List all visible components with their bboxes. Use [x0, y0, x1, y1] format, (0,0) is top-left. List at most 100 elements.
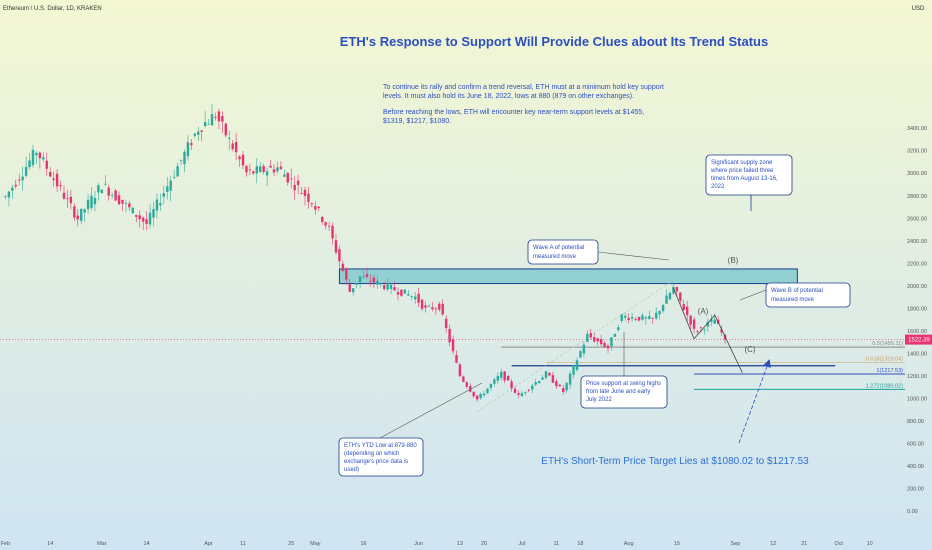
candle-body: [66, 198, 69, 200]
ytd-trend-line: [476, 282, 671, 413]
candle-body: [193, 133, 197, 136]
candle-body: [86, 199, 90, 210]
x-tick-label: 18: [577, 541, 583, 547]
y-tick-label: 2600.00: [907, 216, 927, 222]
candle-body: [386, 283, 389, 290]
candle-body: [234, 141, 238, 153]
candle-body: [455, 354, 458, 363]
candle-body: [238, 156, 241, 160]
candle-body: [307, 193, 310, 202]
y-tick-label: 1000.00: [907, 396, 927, 402]
candle-body: [558, 384, 561, 387]
candle-body: [582, 344, 586, 354]
candle-body: [207, 123, 210, 125]
candle-body: [379, 283, 382, 285]
y-tick-label: 1800.00: [907, 306, 927, 312]
candle-body: [73, 206, 76, 218]
ytd-callout-box: [338, 437, 424, 477]
candle-body: [48, 171, 52, 177]
current-price-tag-label: 1522.39: [908, 338, 930, 344]
candle-body: [610, 337, 613, 347]
candle-body: [541, 377, 544, 380]
candle-body: [407, 294, 410, 296]
candle-body: [55, 173, 59, 187]
candle-body: [630, 317, 634, 319]
candle-body: [682, 304, 685, 311]
candle-body: [448, 328, 451, 343]
candle-body: [83, 209, 86, 213]
wave-ab-line: [673, 287, 716, 340]
candle-body: [100, 189, 104, 194]
y-tick-label: 400.00: [907, 464, 924, 470]
candle-body: [685, 306, 689, 316]
wave-a-line-1: Wave A of potential: [533, 245, 584, 251]
x-tick-label: Aug: [624, 541, 634, 547]
candle-body: [548, 372, 551, 376]
candles: [4, 103, 727, 402]
x-tick-label: 20: [481, 541, 487, 547]
wave-a-callout-pointer: [597, 251, 670, 261]
candle-body: [593, 337, 596, 342]
candle-body: [355, 283, 358, 285]
candle-body: [458, 364, 462, 377]
candle-body: [413, 296, 417, 300]
candle-body: [293, 184, 296, 191]
candle-body: [159, 203, 162, 206]
candle-body: [272, 169, 276, 173]
candle-body: [331, 225, 334, 239]
candle-body: [572, 365, 575, 375]
candle-body: [520, 393, 524, 397]
candle-body: [276, 167, 279, 172]
ytd-line-2: (depending on which: [344, 451, 399, 457]
candle-body: [317, 206, 320, 209]
candle-body: [214, 116, 217, 118]
candle-body: [692, 319, 696, 329]
candle-body: [396, 292, 400, 295]
x-tick-label: 11: [553, 541, 559, 547]
candle-body: [627, 318, 630, 321]
x-tick-label: Mar: [97, 541, 107, 547]
candle-body: [496, 376, 500, 381]
candle-body: [365, 274, 369, 277]
y-tick-label: 2200.00: [907, 261, 927, 267]
candle-body: [465, 382, 469, 387]
fib-level-label: 1.272(1080.02): [866, 383, 903, 389]
candle-body: [183, 151, 186, 165]
ytd-line-1: ETH's YTD Low at 879-880: [344, 443, 417, 449]
candle-body: [475, 395, 479, 400]
candle-body: [231, 143, 234, 150]
candle-body: [710, 319, 713, 322]
candle-body: [596, 338, 599, 342]
wave-b-line-2: measured move: [771, 297, 815, 303]
candle-body: [417, 293, 420, 303]
candle-body: [110, 195, 114, 196]
candle-body: [410, 296, 413, 297]
candle-body: [451, 339, 455, 352]
candle-body: [641, 315, 644, 320]
candle-body: [152, 209, 155, 218]
candle-body: [148, 212, 152, 225]
candle-body: [617, 327, 620, 331]
candle-body: [706, 322, 710, 327]
wave-b-callout: Wave B of potential measured move: [739, 282, 851, 308]
x-tick-label: Oct: [834, 541, 843, 547]
current-price-tag-bg: [905, 334, 932, 345]
candle-body: [145, 219, 148, 224]
x-tick-label: Sep: [730, 541, 740, 547]
candle-body: [69, 196, 73, 204]
candle-body: [637, 316, 641, 321]
candle-body: [324, 222, 327, 226]
wave-label-a: (A): [698, 307, 709, 316]
candle-body: [341, 263, 345, 271]
candle-body: [696, 331, 699, 332]
candle-body: [18, 179, 21, 181]
candle-body: [579, 351, 582, 358]
x-tick-label: 21: [801, 541, 807, 547]
y-tick-label: 1600.00: [907, 329, 927, 335]
candle-body: [162, 193, 166, 197]
candle-body: [469, 386, 472, 392]
intro-line-2: levels. It must also hold its June 18, 2…: [383, 93, 634, 100]
y-tick-label: 600.00: [907, 441, 924, 447]
candle-body: [472, 391, 475, 397]
candle-body: [524, 391, 527, 393]
